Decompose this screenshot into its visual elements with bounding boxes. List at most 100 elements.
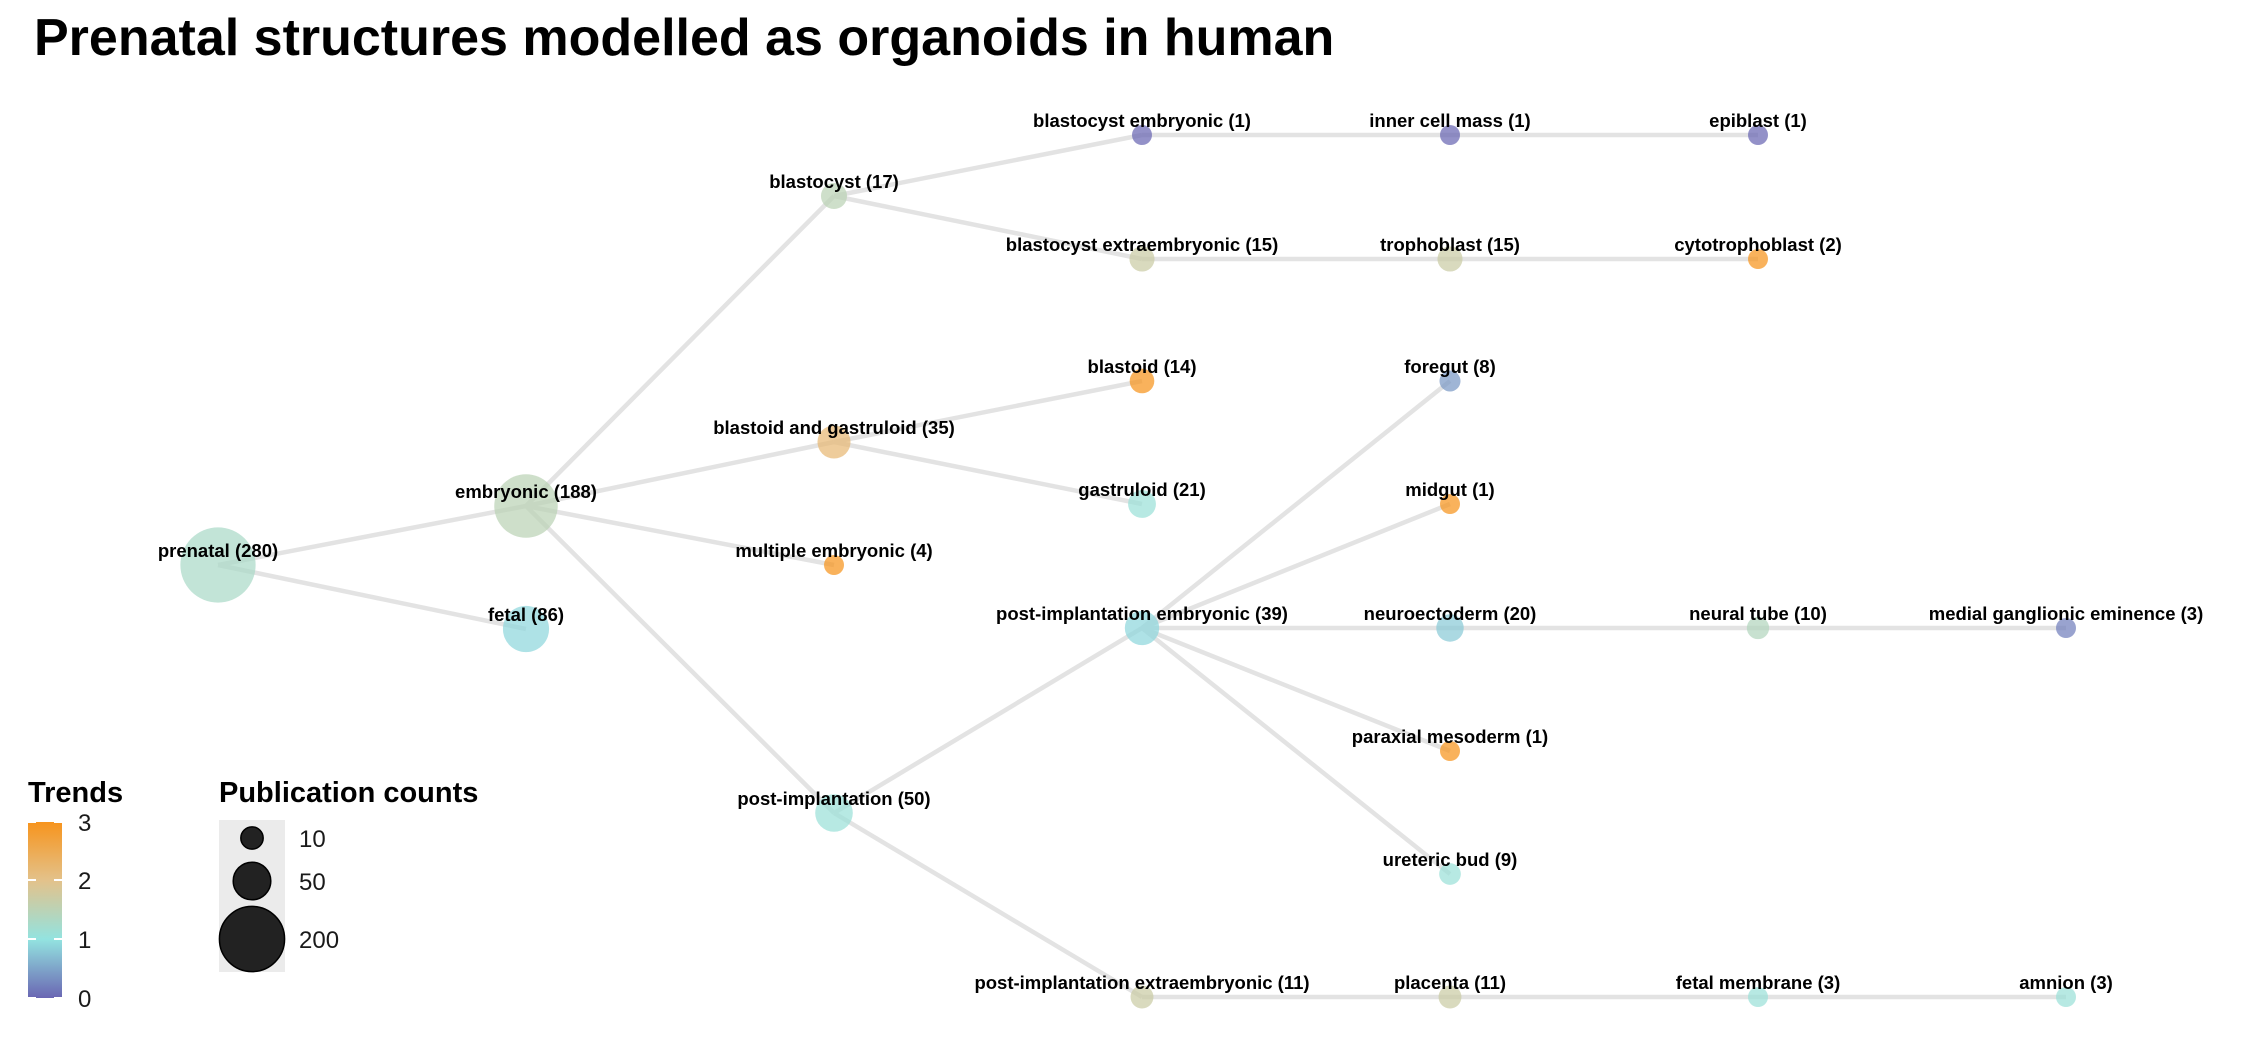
trends-colorbar <box>28 822 62 998</box>
edge-embryonic-to-post_implantation <box>524 504 836 815</box>
trends-legend-title: Trends <box>28 777 123 809</box>
node-circle-trophoblast <box>1437 246 1463 272</box>
node-circle-blastocyst_embryonic <box>1132 125 1152 145</box>
edge-post_implantation_embryonic-to-midgut <box>1141 501 1451 631</box>
node-neuroectoderm: neuroectoderm (20) <box>1364 603 1537 642</box>
node-label-fetal_membrane: fetal membrane (3) <box>1676 972 1841 993</box>
node-cytotrophoblast: cytotrophoblast (2) <box>1674 234 1842 269</box>
edge-post_implantation_embryonic-to-paraxial_mesoderm <box>1141 625 1451 754</box>
trends-legend: Trends 3 2 1 0 <box>28 777 123 1013</box>
node-circle-multiple_embryonic <box>824 555 844 575</box>
counts-legend-entries: 10 50 200 <box>218 826 339 973</box>
node-label-blastocyst_extraembryonic: blastocyst extraembryonic (15) <box>1006 234 1278 255</box>
node-circle-paraxial_mesoderm <box>1440 741 1460 761</box>
node-post_implantation: post-implantation (50) <box>737 788 931 832</box>
node-post_implantation_embryonic: post-implantation embryonic (39) <box>996 603 1288 646</box>
counts-legend-title: Publication counts <box>219 777 478 809</box>
trends-tick-label-0: 0 <box>78 986 91 1013</box>
edge-prenatal-to-fetal <box>217 562 527 632</box>
edge-embryonic-to-blastoid_gastruloid <box>525 439 835 509</box>
edge-blastoid_gastruloid-to-blastoid <box>833 378 1143 445</box>
edge-embryonic-to-multiple_embryonic <box>525 503 835 568</box>
node-label-blastoid_gastruloid: blastoid and gastruloid (35) <box>713 417 955 438</box>
counts-legend-circle-10 <box>240 826 264 850</box>
node-label-post_implantation: post-implantation (50) <box>737 788 930 809</box>
node-circle-post_implantation_extraembryonic <box>1130 985 1154 1009</box>
node-circle-post_implantation_embryonic <box>1124 610 1160 646</box>
node-label-amnion: amnion (3) <box>2019 972 2113 993</box>
node-midgut: midgut (1) <box>1405 479 1495 514</box>
node-placenta: placenta (11) <box>1394 972 1506 1009</box>
node-label-prenatal: prenatal (280) <box>158 540 278 561</box>
node-circle-fetal <box>502 605 550 653</box>
edge-blastoid_gastruloid-to-gastruloid <box>833 439 1143 507</box>
node-blastoid: blastoid (14) <box>1088 356 1197 394</box>
node-gastruloid: gastruloid (21) <box>1078 479 1206 518</box>
node-fetal_membrane: fetal membrane (3) <box>1676 972 1841 1007</box>
node-epiblast: epiblast (1) <box>1709 110 1807 145</box>
counts-legend: Publication counts 10 50 200 <box>218 777 478 973</box>
node-label-midgut: midgut (1) <box>1405 479 1494 500</box>
node-label-medial_ganglionic_eminence: medial ganglionic eminence (3) <box>1929 603 2203 624</box>
node-circle-blastoid_gastruloid <box>817 425 851 459</box>
trends-ticks: 3 2 1 0 <box>28 810 91 1013</box>
node-circle-neural_tube <box>1746 616 1770 640</box>
edges-layer <box>217 132 2066 1000</box>
counts-legend-label-50: 50 <box>299 869 326 896</box>
node-label-embryonic: embryonic (188) <box>455 481 597 502</box>
node-blastoid_gastruloid: blastoid and gastruloid (35) <box>713 417 955 459</box>
trends-tick-label-2: 2 <box>78 868 91 895</box>
node-foregut: foregut (8) <box>1404 356 1496 392</box>
node-label-neural_tube: neural tube (10) <box>1689 603 1827 624</box>
node-circle-epiblast <box>1748 125 1768 145</box>
node-circle-ureteric_bud <box>1439 863 1461 885</box>
edge-post_implantation_embryonic-to-ureteric_bud <box>1140 626 1452 876</box>
node-label-post_implantation_embryonic: post-implantation embryonic (39) <box>996 603 1288 624</box>
node-circle-blastocyst_extraembryonic <box>1129 246 1155 272</box>
edge-blastocyst-to-blastocyst_extraembryonic <box>833 193 1143 262</box>
node-inner_cell_mass: inner cell mass (1) <box>1369 110 1531 145</box>
edge-post_implantation-to-post_implantation_extraembryonic <box>832 811 1144 999</box>
node-label-foregut: foregut (8) <box>1404 356 1495 377</box>
node-neural_tube: neural tube (10) <box>1689 603 1827 640</box>
node-circle-neuroectoderm <box>1436 614 1464 642</box>
edge-prenatal-to-embryonic <box>217 503 527 568</box>
node-circle-midgut <box>1440 494 1460 514</box>
node-circle-blastocyst <box>820 182 848 210</box>
node-circle-fetal_membrane <box>1748 987 1768 1007</box>
edge-blastocyst-to-blastocyst_embryonic <box>833 132 1143 199</box>
counts-legend-circle-50 <box>232 861 272 901</box>
node-label-multiple_embryonic: multiple embryonic (4) <box>735 540 932 561</box>
node-circle-amnion <box>2056 987 2076 1007</box>
node-label-post_implantation_extraembryonic: post-implantation extraembryonic (11) <box>974 972 1309 993</box>
node-circle-embryonic <box>494 474 558 538</box>
counts-legend-label-10: 10 <box>299 826 326 853</box>
node-amnion: amnion (3) <box>2019 972 2113 1007</box>
node-label-inner_cell_mass: inner cell mass (1) <box>1369 110 1530 131</box>
trends-tick-label-3: 3 <box>78 810 91 837</box>
node-circle-foregut <box>1439 370 1461 392</box>
node-fetal: fetal (86) <box>488 604 564 653</box>
node-label-neuroectoderm: neuroectoderm (20) <box>1364 603 1537 624</box>
counts-legend-circle-200 <box>218 905 286 973</box>
node-label-blastocyst: blastocyst (17) <box>769 171 899 192</box>
edge-post_implantation-to-post_implantation_embryonic <box>832 626 1144 815</box>
node-circle-prenatal <box>180 527 256 603</box>
node-medial_ganglionic_eminence: medial ganglionic eminence (3) <box>1929 603 2203 638</box>
node-label-cytotrophoblast: cytotrophoblast (2) <box>1674 234 1842 255</box>
node-label-blastocyst_embryonic: blastocyst embryonic (1) <box>1033 110 1251 131</box>
node-post_implantation_extraembryonic: post-implantation extraembryonic (11) <box>974 972 1310 1009</box>
node-label-blastoid: blastoid (14) <box>1088 356 1197 377</box>
counts-legend-label-200: 200 <box>299 927 339 954</box>
node-trophoblast: trophoblast (15) <box>1380 234 1520 272</box>
node-multiple_embryonic: multiple embryonic (4) <box>735 540 933 575</box>
nodes-layer: prenatal (280) embryonic (188) fetal (86) b… <box>158 110 2203 1009</box>
node-label-epiblast: epiblast (1) <box>1709 110 1807 131</box>
node-embryonic: embryonic (188) <box>455 474 597 538</box>
node-circle-gastruloid <box>1128 490 1156 518</box>
node-blastocyst_embryonic: blastocyst embryonic (1) <box>1033 110 1251 145</box>
node-ureteric_bud: ureteric bud (9) <box>1383 849 1518 885</box>
node-label-ureteric_bud: ureteric bud (9) <box>1383 849 1518 870</box>
edge-embryonic-to-blastocyst <box>524 194 836 508</box>
